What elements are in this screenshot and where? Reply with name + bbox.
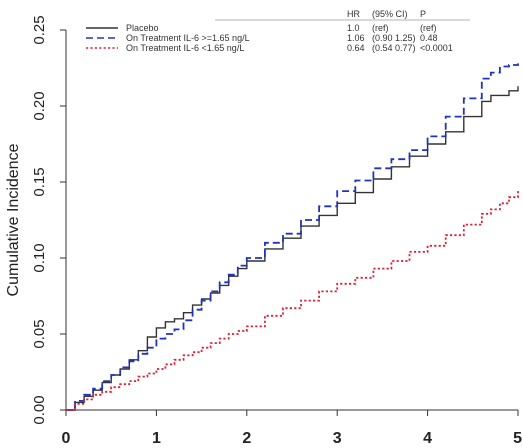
y-tick-label: 0.00 xyxy=(31,395,48,424)
legend-p-2: <0.0001 xyxy=(420,43,453,53)
y-tick-label: 0.25 xyxy=(31,15,48,44)
y-tick-label: 0.05 xyxy=(31,319,48,348)
legend-label-1: On Treatment IL-6 >=1.65 ng/L xyxy=(126,33,250,43)
y-tick-label: 0.10 xyxy=(31,243,48,272)
legend-label-2: On Treatment IL-6 <1.65 ng/L xyxy=(126,43,244,53)
y-axis-label: Cumulative Incidence xyxy=(5,143,22,296)
x-tick-label: 1 xyxy=(152,430,161,447)
x-tick-label: 4 xyxy=(423,430,432,447)
legend-header-p: P xyxy=(420,9,426,19)
y-tick-label: 0.15 xyxy=(31,167,48,196)
legend-label-0: Placebo xyxy=(126,23,159,33)
legend-ci-1: (0.90 1.25) xyxy=(372,33,416,43)
x-tick-label: 2 xyxy=(242,430,251,447)
legend-hr-1: 1.06 xyxy=(347,33,365,43)
legend-ci-0: (ref) xyxy=(372,23,389,33)
axes-group: 0.00 0.05 0.10 0.15 0.20 0.25 0 1 2 3 4 5 Cumulative… xyxy=(5,15,522,447)
legend-hr-2: 0.64 xyxy=(347,43,365,53)
series-line-0 xyxy=(66,86,519,411)
legend-ci-2: (0.54 0.77) xyxy=(372,43,416,53)
legend-p-1: 0.48 xyxy=(420,33,438,43)
series-line-1 xyxy=(66,63,519,411)
legend-hr-0: 1.0 xyxy=(347,23,360,33)
series-layer xyxy=(66,63,519,411)
legend-p-0: (ref) xyxy=(420,23,437,33)
legend: HR (95% CI) P Placebo 1.0 (ref) (ref) On Treatm… xyxy=(86,9,470,53)
legend-header-hr: HR xyxy=(347,9,360,19)
y-tick-label: 0.20 xyxy=(31,91,48,120)
legend-header-ci: (95% CI) xyxy=(372,9,408,19)
series-line-2 xyxy=(66,191,519,411)
x-tick-label: 3 xyxy=(333,430,342,447)
x-tick-label: 0 xyxy=(62,430,71,447)
x-tick-label: 5 xyxy=(513,430,522,447)
